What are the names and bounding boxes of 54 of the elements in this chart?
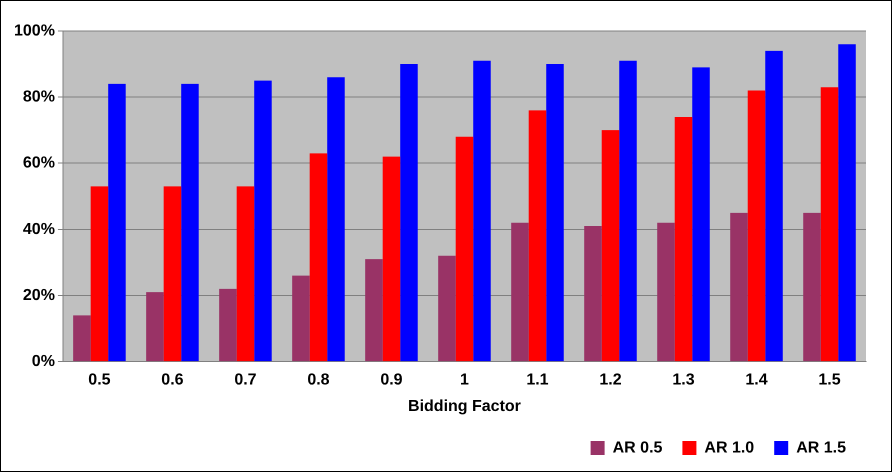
y-tick-label: 0% [32,353,55,370]
x-tick-label: 0.5 [88,372,111,389]
bar [254,80,272,362]
y-tick-label: 80% [22,88,55,106]
x-tick-label: 1.1 [526,372,549,389]
x-tick-label: 1.4 [745,372,768,389]
bar [456,136,474,362]
y-tick-label: 40% [22,220,55,238]
bar [528,110,546,362]
bar [838,44,856,362]
bar [365,259,383,362]
bar [327,77,345,362]
bar [400,64,418,362]
x-tick-label: 0.6 [161,372,184,389]
bar [219,288,237,362]
bar [657,222,675,362]
bar [181,84,199,362]
bar [382,156,400,362]
y-tick-label: 60% [22,154,55,172]
bar [546,64,564,362]
bar [674,116,692,362]
bar [108,84,126,362]
x-tick-label: 0.9 [380,372,403,389]
legend-label: AR 1.5 [796,439,846,456]
x-tick-label: 0.8 [307,372,330,389]
x-axis-title: Bidding Factor [408,398,521,415]
bar [748,90,766,362]
y-tick-label: 20% [22,286,55,304]
bar [803,212,821,362]
bar [73,315,91,362]
bar [765,50,783,362]
x-tick-label: 1.5 [818,372,841,389]
bar [511,222,529,362]
legend-label: AR 0.5 [612,439,663,456]
bar [473,60,491,362]
x-tick-label: 1.3 [672,372,695,389]
bar [820,87,838,362]
bar [602,130,620,362]
bar [164,186,182,362]
bar [438,256,456,362]
bar [310,153,328,362]
bar [236,186,254,362]
x-tick-label: 0.7 [234,372,257,389]
x-tick-label: 1 [460,372,470,389]
bar [730,212,748,362]
bar [584,226,602,362]
bar [90,186,108,362]
bar [692,67,710,362]
bar [619,60,637,362]
x-tick-label: 1.2 [599,372,622,389]
bar [292,276,310,362]
legend-label: AR 1.0 [704,439,754,456]
bar [146,292,164,362]
y-tick-label: 100% [14,22,55,40]
